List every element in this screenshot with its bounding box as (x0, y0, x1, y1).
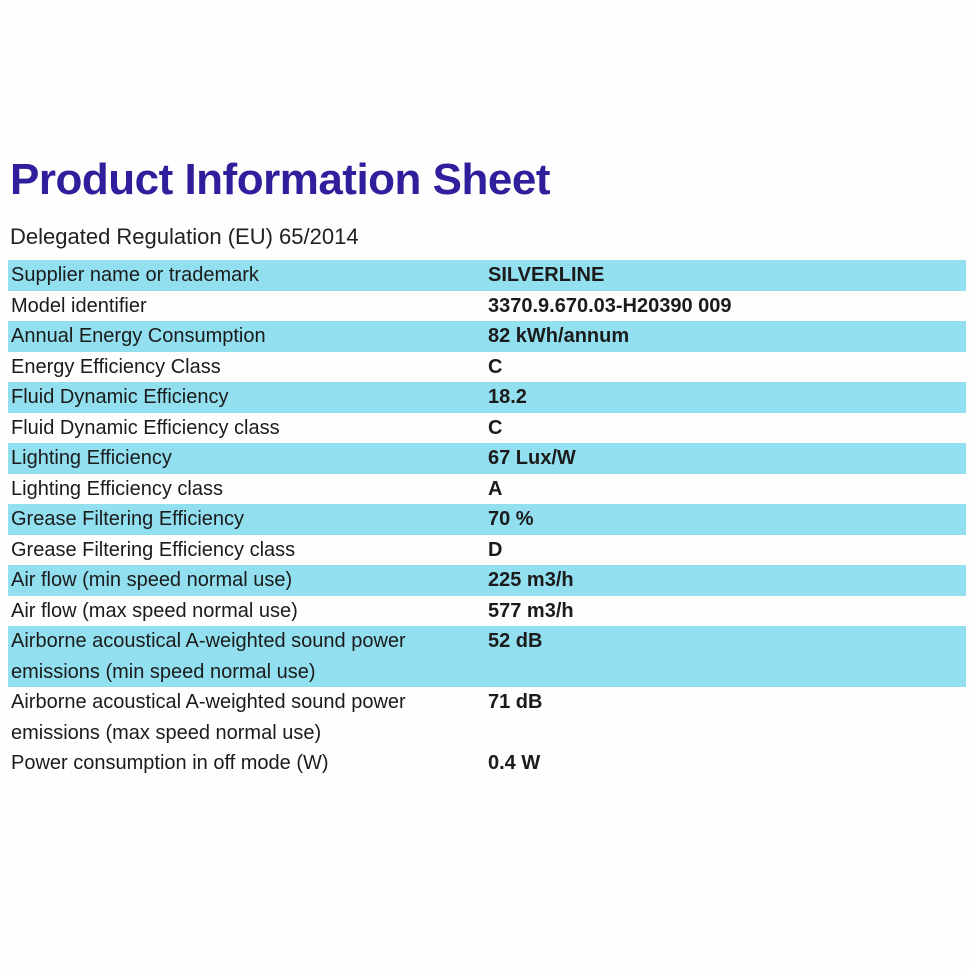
table-row: Fluid Dynamic Efficiency class C (8, 413, 966, 444)
row-value: 0.4 W (488, 752, 541, 774)
table-row: Power consumption in off mode (W) 0.4 W (8, 748, 966, 779)
row-value: A (488, 477, 503, 500)
row-value: 3370.9.670.03-H20390 009 (488, 294, 732, 317)
row-label: Fluid Dynamic Efficiency (11, 386, 229, 408)
row-value: C (488, 416, 503, 439)
row-label: Air flow (min speed normal use) (11, 569, 293, 591)
table-row: Energy Efficiency Class C (8, 352, 966, 383)
row-value: 18.2 (488, 386, 527, 408)
row-label: Airborne acoustical A-weighted sound pow… (11, 630, 406, 683)
row-label: Energy Efficiency Class (11, 355, 221, 378)
row-value: 70 % (488, 508, 534, 530)
table-row: Fluid Dynamic Efficiency 18.2 (8, 382, 966, 413)
table-row: Annual Energy Consumption 82 kWh/annum (8, 321, 966, 352)
product-info-table: Supplier name or trademark SILVERLINE Mo… (8, 260, 966, 779)
row-label: Lighting Efficiency (11, 447, 172, 469)
table-row: Model identifier 3370.9.670.03-H20390 00… (8, 291, 966, 322)
table-row: Grease Filtering Efficiency 70 % (8, 504, 966, 535)
table-row: Grease Filtering Efficiency class D (8, 535, 966, 566)
row-label: Airborne acoustical A-weighted sound pow… (11, 691, 406, 744)
row-label: Air flow (max speed normal use) (11, 599, 298, 622)
row-value: SILVERLINE (488, 264, 605, 286)
table-row: Air flow (min speed normal use) 225 m3/h (8, 565, 966, 596)
table-row: Airborne acoustical A-weighted sound pow… (8, 626, 966, 687)
row-label: Fluid Dynamic Efficiency class (11, 416, 280, 439)
row-value: 67 Lux/W (488, 447, 576, 469)
row-value: C (488, 355, 503, 378)
page-title: Product Information Sheet (10, 155, 550, 204)
table-row: Lighting Efficiency 67 Lux/W (8, 443, 966, 474)
row-value: 577 m3/h (488, 599, 574, 622)
row-label: Power consumption in off mode (W) (11, 752, 329, 774)
row-value: 52 dB (488, 630, 543, 652)
row-label: Annual Energy Consumption (11, 325, 266, 347)
row-label: Grease Filtering Efficiency class (11, 538, 296, 561)
table-row: Air flow (max speed normal use) 577 m3/h (8, 596, 966, 627)
row-label: Supplier name or trademark (11, 264, 259, 286)
table-row: Airborne acoustical A-weighted sound pow… (8, 687, 966, 748)
row-label: Grease Filtering Efficiency (11, 508, 245, 530)
page-subtitle: Delegated Regulation (EU) 65/2014 (10, 224, 359, 249)
table-row: Lighting Efficiency class A (8, 474, 966, 505)
row-value: 71 dB (488, 691, 543, 713)
row-label: Model identifier (11, 294, 147, 317)
row-value: 225 m3/h (488, 569, 574, 591)
row-label: Lighting Efficiency class (11, 477, 223, 500)
row-value: 82 kWh/annum (488, 325, 630, 347)
row-value: D (488, 538, 503, 561)
table-row: Supplier name or trademark SILVERLINE (8, 260, 966, 291)
